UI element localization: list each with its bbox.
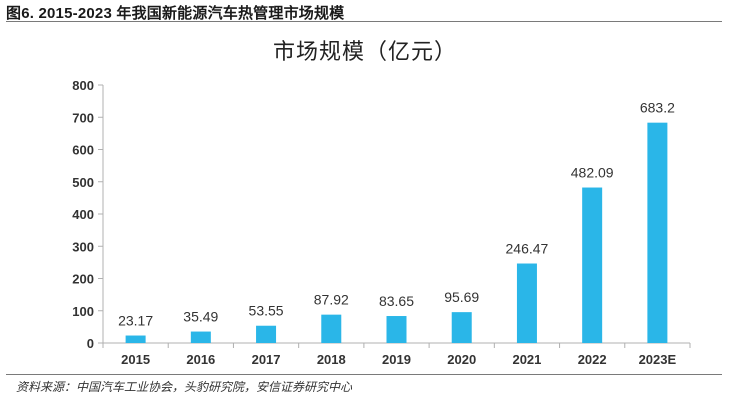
- x-tick-label-2019: 2019: [382, 352, 411, 367]
- value-label-2016: 35.49: [183, 309, 218, 325]
- y-tick-label: 0: [87, 336, 94, 351]
- y-tick-label: 200: [72, 272, 94, 287]
- x-tick-label-2022: 2022: [578, 352, 607, 367]
- bar-2015: [125, 335, 146, 343]
- x-tick-label-2023E: 2023E: [639, 352, 677, 367]
- value-label-2018: 87.92: [314, 292, 349, 308]
- x-tick-label-2017: 2017: [252, 352, 281, 367]
- chart-title: 市场规模（亿元）: [272, 39, 457, 64]
- x-tick-label-2016: 2016: [186, 352, 215, 367]
- bar-2020: [451, 312, 472, 343]
- bar-2023E: [647, 122, 668, 343]
- bar-2016: [190, 331, 211, 343]
- value-label-2015: 23.17: [118, 313, 153, 329]
- header-rule: [6, 21, 722, 22]
- x-tick-label-2015: 2015: [121, 352, 150, 367]
- value-label-2022: 482.09: [571, 165, 614, 181]
- y-tick-label: 800: [72, 78, 94, 93]
- value-label-2023E: 683.2: [640, 100, 675, 116]
- y-tick-label: 600: [72, 143, 94, 158]
- y-tick-label: 300: [72, 239, 94, 254]
- x-tick-label-2021: 2021: [512, 352, 541, 367]
- y-tick-label: 500: [72, 175, 94, 190]
- x-tick-label-2018: 2018: [317, 352, 346, 367]
- x-tick-label-2020: 2020: [447, 352, 476, 367]
- bar-2019: [386, 316, 407, 343]
- value-label-2020: 95.69: [444, 289, 479, 305]
- value-label-2019: 83.65: [379, 293, 414, 309]
- y-tick-label: 100: [72, 304, 94, 319]
- bar-2021: [516, 263, 537, 343]
- y-tick-label: 400: [72, 207, 94, 222]
- bar-2018: [321, 314, 342, 343]
- y-tick-label: 700: [72, 110, 94, 125]
- bar-2017: [256, 325, 277, 343]
- value-label-2021: 246.47: [506, 241, 549, 257]
- source-note: 资料来源：中国汽车工业协会，头豹研究院，安信证券研究中心: [16, 380, 353, 394]
- bar-2022: [582, 187, 603, 343]
- figure-title: 图6. 2015-2023 年我国新能源汽车热管理市场规模: [6, 5, 345, 22]
- value-label-2017: 53.55: [249, 303, 284, 319]
- footer-rule: [6, 374, 722, 375]
